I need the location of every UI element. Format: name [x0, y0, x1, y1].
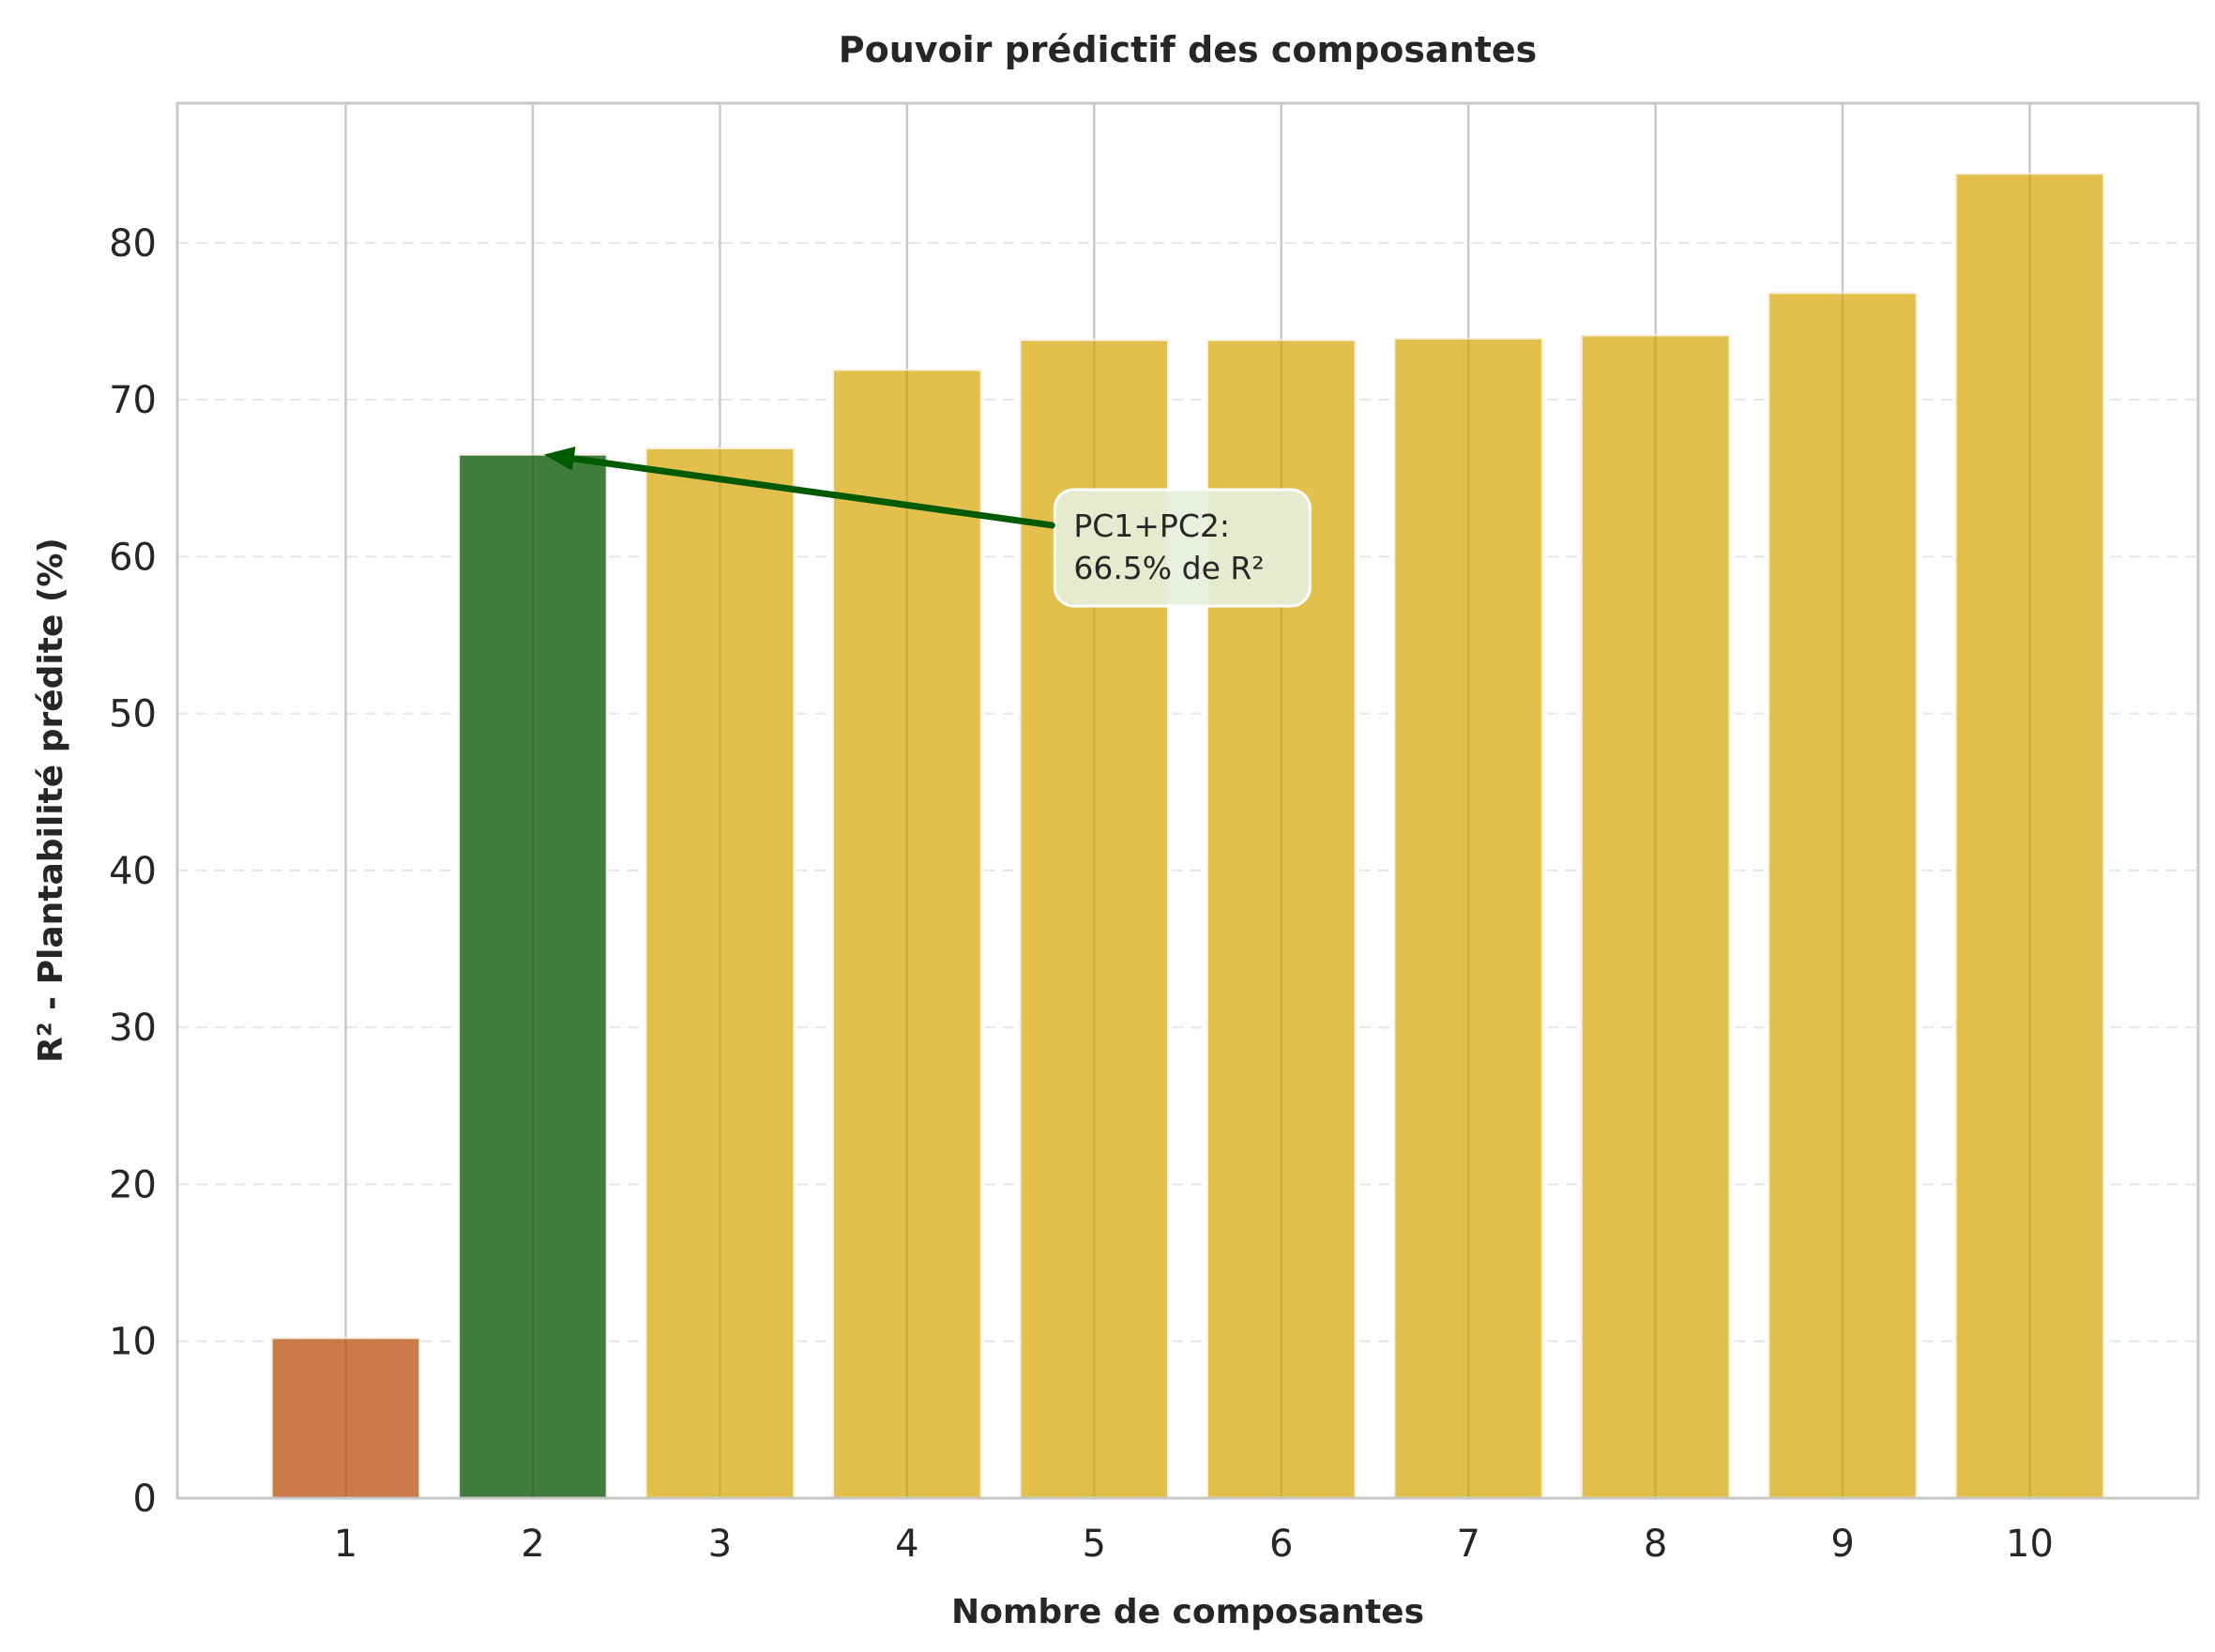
bar	[1393, 337, 1543, 1499]
x-tick-label: 2	[521, 1523, 544, 1566]
annotation-arrow	[559, 453, 1055, 529]
y-tick-label: 40	[109, 850, 157, 893]
bar	[458, 453, 608, 1500]
annotation-text: 66.5% de R²	[1073, 550, 1264, 586]
plot-frame	[175, 101, 2200, 1500]
y-tick-label: 70	[109, 379, 157, 422]
y-axis-label: R² - Plantabilité prédite (%)	[32, 538, 70, 1063]
bar	[832, 369, 982, 1500]
arrow-head	[543, 447, 576, 471]
x-tick-label: 4	[895, 1523, 918, 1566]
x-tick-label: 10	[2006, 1523, 2054, 1566]
x-axis-label: Nombre de composantes	[951, 1593, 1424, 1631]
x-tick-label: 8	[1644, 1523, 1667, 1566]
y-tick-label: 20	[109, 1163, 157, 1206]
chart-title: Pouvoir prédictif des composantes	[839, 29, 1538, 70]
x-tick-label: 7	[1456, 1523, 1479, 1566]
y-tick-label: 80	[109, 222, 157, 265]
x-tick-label: 1	[334, 1523, 357, 1566]
y-tick-label: 50	[109, 693, 157, 736]
x-tick-label: 3	[708, 1523, 732, 1566]
x-tick-label: 6	[1269, 1523, 1293, 1566]
y-tick-label: 10	[109, 1321, 157, 1364]
bar	[270, 1337, 421, 1499]
annotation-box	[1053, 488, 1312, 608]
x-tick-label: 5	[1083, 1523, 1106, 1566]
annotation-text: PC1+PC2:	[1073, 508, 1230, 544]
y-tick-label: 0	[133, 1478, 157, 1521]
x-tick-label: 9	[1830, 1523, 1854, 1566]
bar	[1767, 292, 1918, 1499]
bar	[1580, 334, 1731, 1499]
y-tick-label: 60	[109, 536, 157, 579]
y-tick-label: 30	[109, 1007, 157, 1050]
bar	[1954, 173, 2105, 1499]
